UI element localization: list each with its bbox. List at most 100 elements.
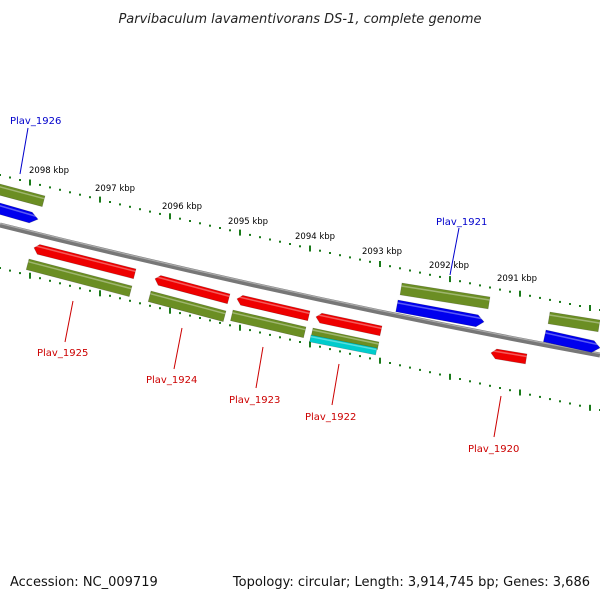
tick-mark [339, 350, 341, 353]
cds-feature-next[interactable] [543, 329, 600, 353]
cds-feature-plav-1926[interactable] [0, 202, 39, 224]
tick-mark [289, 243, 291, 245]
tick-mark [119, 203, 121, 206]
cds-feature-plav-1921-shine [397, 302, 484, 320]
tick-mark [569, 303, 571, 305]
tick-mark [279, 240, 281, 243]
gene-feature-plav-1924[interactable] [147, 290, 227, 322]
genome-summary-text: Topology: circular; Length: 3,914,745 bp… [232, 575, 590, 590]
gene-feature-plav-1926-shine [0, 186, 45, 200]
cds-feature-plav-1920[interactable] [490, 348, 528, 365]
gene-feature-plav-1924-shine [150, 292, 226, 315]
tick-mark [579, 305, 581, 307]
tick-label-2095: 2095 kbp [228, 217, 268, 227]
tick-mark [349, 352, 351, 355]
tick-mark [69, 284, 71, 287]
tick-mark [109, 201, 111, 203]
tick-mark [319, 345, 321, 348]
tick-mark [229, 324, 231, 327]
tick-mark [89, 196, 91, 199]
gene-feature-plav-1922[interactable] [310, 327, 380, 351]
tick-mark [269, 333, 271, 336]
tick-label-2096: 2096 kbp [162, 202, 202, 212]
gene-label-plav-1924[interactable]: Plav_1924 [146, 375, 197, 386]
tick-mark [249, 329, 251, 332]
gene-feature-next[interactable] [547, 311, 600, 333]
tick-mark [489, 384, 491, 387]
tick-mark [119, 297, 121, 300]
cds-feature-plav-1924[interactable] [154, 275, 231, 305]
tick-mark [369, 260, 371, 263]
gene-feature-plav-1923[interactable] [230, 309, 307, 339]
gene-label-plav-1922[interactable]: Plav_1922 [305, 412, 356, 423]
cds-feature-plav-1920-shine [490, 349, 527, 358]
tick-mark [429, 371, 431, 374]
tick-mark [239, 229, 241, 236]
tick-mark [469, 380, 471, 383]
tick-mark [159, 307, 161, 310]
tick-mark [89, 289, 91, 292]
tick-mark [379, 261, 381, 267]
gene-feature-plav-1922-shine [312, 329, 379, 345]
tick-mark [39, 277, 41, 280]
tick-label-2092: 2092 kbp [429, 261, 469, 271]
tick-mark [59, 188, 61, 191]
tick-mark [409, 269, 411, 272]
gene-label-plav-1926[interactable]: Plav_1926 [10, 116, 61, 127]
cds-feature-plav-1925-shine [33, 244, 136, 273]
gene-label-plav-1920[interactable]: Plav_1920 [468, 444, 519, 455]
tick-mark [169, 213, 171, 220]
tick-label-2093: 2093 kbp [362, 247, 402, 257]
gene-feature-plav-1926[interactable] [0, 183, 46, 207]
tick-mark [179, 217, 181, 220]
tick-mark [159, 212, 161, 215]
map-title: Parvibaculum lavamentivorans DS-1, compl… [118, 12, 481, 27]
tick-mark [259, 331, 261, 334]
tick-mark [589, 404, 591, 411]
tick-mark [279, 336, 281, 339]
tick-mark [299, 341, 301, 343]
tick-mark [49, 279, 51, 282]
tick-mark [559, 400, 561, 403]
gene-label-plav-1921[interactable]: Plav_1921 [436, 217, 487, 228]
tick-mark [189, 220, 191, 222]
tick-track-lower [0, 267, 600, 411]
tick-mark [369, 357, 371, 360]
cds-feature-plav-1922-shine [315, 313, 382, 330]
tick-mark [569, 402, 571, 405]
cds-feature-plav-1926-shine [0, 205, 38, 218]
gene-feature-plav-1921-shine [401, 285, 490, 301]
tick-mark [529, 294, 531, 297]
gene-leader-plav-1926 [19, 127, 29, 175]
tick-mark [329, 252, 331, 254]
cds-feature-plav-1922[interactable] [315, 312, 383, 337]
cds-feature-plav-1924-shine [154, 275, 230, 298]
gene-leader-plav-1920 [493, 395, 502, 438]
gene-label-plav-1923[interactable]: Plav_1923 [229, 395, 280, 406]
tick-mark [179, 312, 181, 315]
tick-mark [109, 294, 111, 297]
tick-mark [99, 290, 101, 297]
tick-mark [149, 304, 151, 307]
tick-mark [99, 196, 101, 203]
tick-mark [209, 319, 211, 322]
cds-feature-plav-1925[interactable] [33, 244, 137, 280]
tick-label-2098: 2098 kbp [29, 166, 69, 176]
tick-label-2097: 2097 kbp [95, 184, 135, 194]
cds-feature-plav-1921[interactable] [395, 299, 485, 328]
gene-feature-plav-1925[interactable] [25, 258, 133, 297]
tick-mark [379, 357, 381, 364]
tick-mark [559, 300, 561, 303]
tick-mark [319, 249, 321, 252]
tick-mark [0, 174, 1, 176]
rna-feature-plav-1922[interactable] [309, 334, 378, 356]
tick-mark [479, 382, 481, 385]
tick-mark [439, 275, 441, 278]
tick-mark [49, 186, 51, 189]
tick-mark [489, 286, 491, 289]
cds-feature-plav-1923[interactable] [236, 295, 311, 322]
tick-mark [469, 282, 471, 285]
gene-feature-plav-1921[interactable] [399, 282, 491, 310]
tick-mark [409, 366, 411, 369]
gene-label-plav-1925[interactable]: Plav_1925 [37, 348, 88, 359]
